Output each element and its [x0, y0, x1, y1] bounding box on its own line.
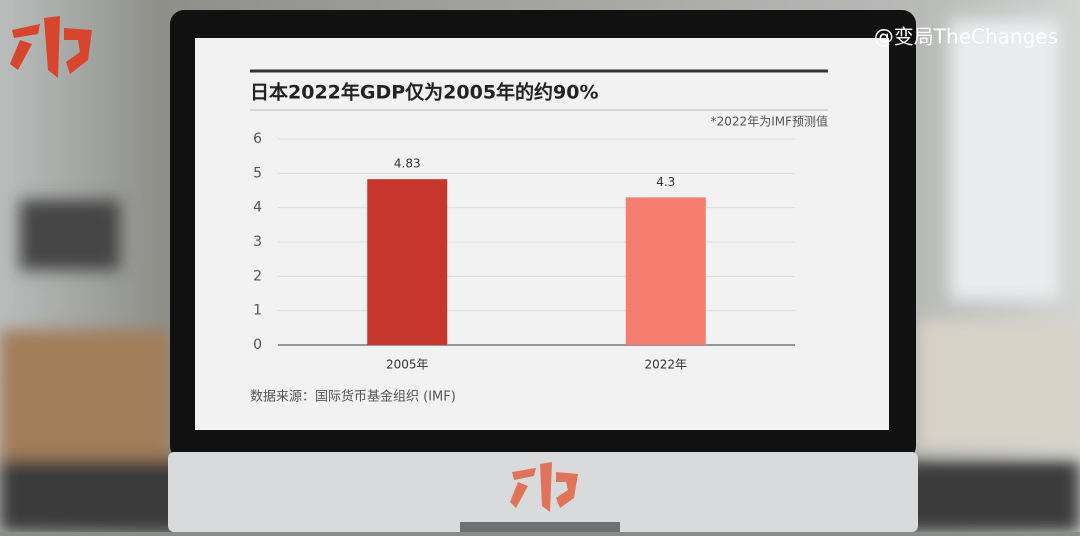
logo — [10, 16, 92, 78]
monitor-stand — [460, 522, 620, 532]
y-tick-label: 1 — [253, 303, 262, 319]
x-tick-label: 2022年 — [644, 358, 687, 372]
chin-logo — [510, 462, 578, 512]
y-tick-label: 5 — [253, 165, 262, 181]
value-label: 4.3 — [656, 175, 675, 189]
y-tick-label: 3 — [253, 234, 262, 250]
y-tick-label: 0 — [253, 337, 262, 353]
bar — [625, 197, 706, 345]
value-label: 4.83 — [394, 157, 421, 171]
y-tick-label: 4 — [253, 200, 262, 216]
watermark: @变局TheChanges — [874, 25, 1058, 49]
y-tick-label: 2 — [253, 268, 262, 284]
chart-source: 数据来源：国际货币基金组织 (IMF) — [250, 389, 456, 405]
chart-note: *2022年为IMF预测值 — [711, 114, 828, 129]
x-tick-label: 2005年 — [386, 358, 429, 372]
chart-title: 日本2022年GDP仅为2005年的约90% — [250, 81, 599, 104]
y-tick-label: 6 — [253, 131, 262, 147]
screen — [195, 38, 889, 430]
bar — [367, 179, 448, 345]
